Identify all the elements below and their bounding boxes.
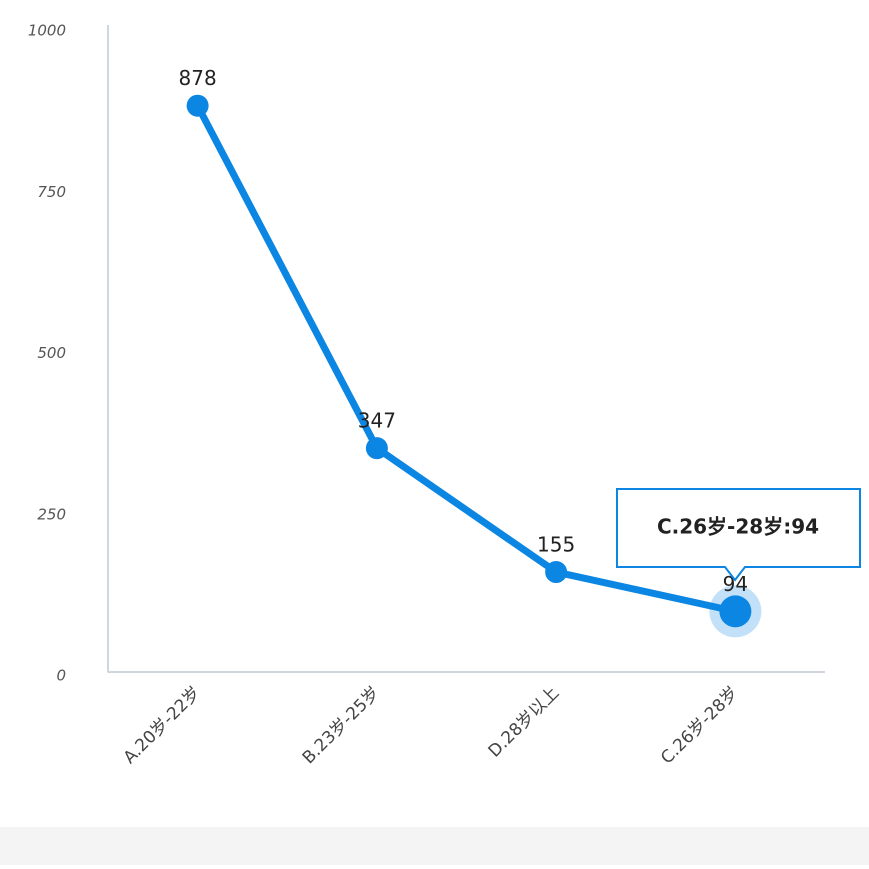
- value-label: 878: [179, 66, 217, 90]
- footer-strip: [0, 827, 869, 865]
- value-label: 347: [358, 409, 396, 433]
- data-point: [545, 561, 568, 584]
- y-tick-label: 1000: [28, 22, 66, 40]
- x-tick-label: A.20岁-22岁: [120, 683, 205, 768]
- tooltip: C.26岁-28岁:94: [616, 488, 861, 582]
- tooltip-text: C.26岁-28岁:94: [657, 515, 819, 539]
- y-tick-label: 0: [56, 667, 66, 685]
- tooltip-box: [616, 488, 861, 582]
- x-tick-label: D.28岁以上: [485, 683, 564, 762]
- data-point: [365, 437, 388, 460]
- x-tick-label: C.26岁-28岁: [657, 683, 742, 768]
- y-tick-label: 250: [37, 505, 66, 523]
- data-line: [194, 104, 737, 615]
- data-point: [186, 94, 209, 117]
- data-point: [719, 595, 752, 628]
- value-label: 155: [537, 533, 575, 557]
- y-tick-label: 500: [37, 344, 66, 362]
- y-tick-label: 750: [37, 183, 66, 201]
- x-tick-label: B.23岁-25岁: [299, 683, 384, 768]
